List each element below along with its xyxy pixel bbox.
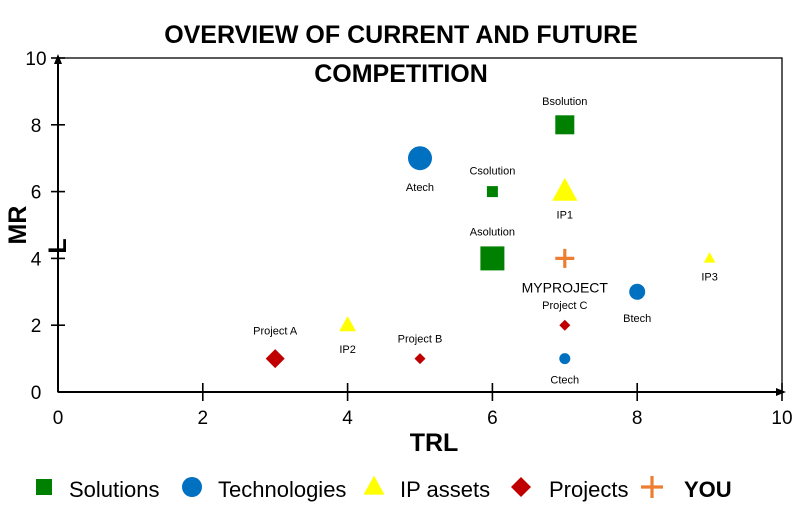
legend-label-technologies: Technologies bbox=[218, 477, 346, 502]
points: Bsolution Csolution Asolution Atech Btech Cte… bbox=[253, 96, 718, 387]
y-tick-label: 6 bbox=[31, 183, 42, 204]
y-tick-label: 2 bbox=[31, 316, 42, 337]
point-ip3 bbox=[703, 252, 716, 263]
x-axis-label: TRL bbox=[410, 429, 459, 457]
point-label-project-b: Project B bbox=[398, 334, 443, 346]
x-tick-label: 2 bbox=[198, 408, 209, 429]
point-label-ctech: Ctech bbox=[550, 375, 579, 387]
point-label-csolution: Csolution bbox=[469, 166, 515, 178]
point-label-ip2: IP2 bbox=[339, 344, 356, 356]
x-tick-label: 10 bbox=[771, 408, 792, 429]
legend-label-you: YOU bbox=[684, 477, 732, 502]
x-tick-label: 4 bbox=[342, 408, 353, 429]
point-label-ip1: IP1 bbox=[557, 210, 574, 222]
point-bsolution bbox=[555, 115, 575, 135]
point-asolution bbox=[480, 246, 505, 271]
x-axis-arrow-icon bbox=[776, 388, 786, 396]
y-tick-label: 4 bbox=[31, 249, 42, 270]
ticks: 0 2 4 6 8 10 0 2 4 6 8 10 bbox=[25, 49, 792, 429]
legend-label-solutions: Solutions bbox=[69, 477, 160, 502]
y-axis-label-extra: L bbox=[44, 238, 72, 253]
point-label-bsolution: Bsolution bbox=[542, 96, 587, 108]
y-axis-label: MR bbox=[4, 206, 32, 245]
point-ip2 bbox=[339, 316, 356, 332]
legend-label-projects: Projects bbox=[549, 477, 628, 502]
legend-marker-solutions bbox=[36, 479, 52, 495]
point-label-project-c: Project C bbox=[542, 300, 587, 312]
point-project-c bbox=[559, 319, 571, 331]
point-label-myproject: MYPROJECT bbox=[522, 279, 609, 295]
point-ip1 bbox=[552, 177, 578, 201]
y-tick-label: 10 bbox=[25, 49, 46, 70]
point-label-atech: Atech bbox=[406, 182, 434, 194]
point-label-btech: Btech bbox=[623, 313, 651, 325]
point-label-project-a: Project A bbox=[253, 326, 298, 338]
x-tick-label: 6 bbox=[487, 408, 498, 429]
chart-title-line1: OVERVIEW OF CURRENT AND FUTURE bbox=[164, 21, 638, 49]
point-csolution bbox=[486, 186, 498, 198]
point-label-asolution: Asolution bbox=[470, 226, 515, 238]
y-tick-label: 8 bbox=[31, 116, 42, 137]
legend-marker-projects bbox=[511, 477, 531, 497]
y-tick-label: 0 bbox=[31, 383, 42, 404]
x-tick-label: 0 bbox=[53, 408, 64, 429]
point-atech bbox=[408, 146, 432, 171]
point-btech bbox=[629, 283, 646, 300]
y-axis-arrow-icon bbox=[54, 54, 62, 64]
chart-title-line2: COMPETITION bbox=[314, 60, 488, 88]
x-tick-label: 8 bbox=[632, 408, 643, 429]
legend-marker-ip-assets bbox=[363, 475, 385, 495]
point-label-ip3: IP3 bbox=[701, 271, 718, 283]
axes bbox=[54, 54, 786, 396]
legend-label-ip-assets: IP assets bbox=[400, 477, 490, 502]
point-myproject bbox=[555, 248, 575, 268]
point-ctech bbox=[559, 353, 571, 365]
point-project-a bbox=[265, 349, 285, 369]
point-project-b bbox=[414, 353, 426, 365]
legend-marker-technologies bbox=[182, 477, 202, 497]
legend-marker-you bbox=[641, 476, 663, 498]
legend: Solutions Technologies IP assets Projects YO… bbox=[36, 475, 732, 502]
